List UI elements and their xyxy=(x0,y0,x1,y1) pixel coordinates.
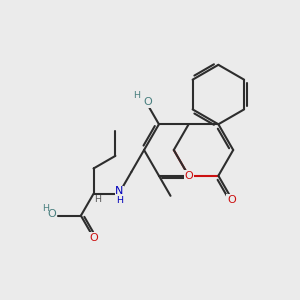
Text: O: O xyxy=(47,209,56,219)
Text: H: H xyxy=(134,92,140,100)
Text: O: O xyxy=(227,195,236,205)
Text: O: O xyxy=(90,233,98,243)
Text: H: H xyxy=(94,195,101,204)
Text: N: N xyxy=(115,186,124,197)
Text: H: H xyxy=(42,204,49,213)
Text: O: O xyxy=(184,171,193,181)
Text: O: O xyxy=(143,98,152,107)
Text: H: H xyxy=(116,196,123,205)
